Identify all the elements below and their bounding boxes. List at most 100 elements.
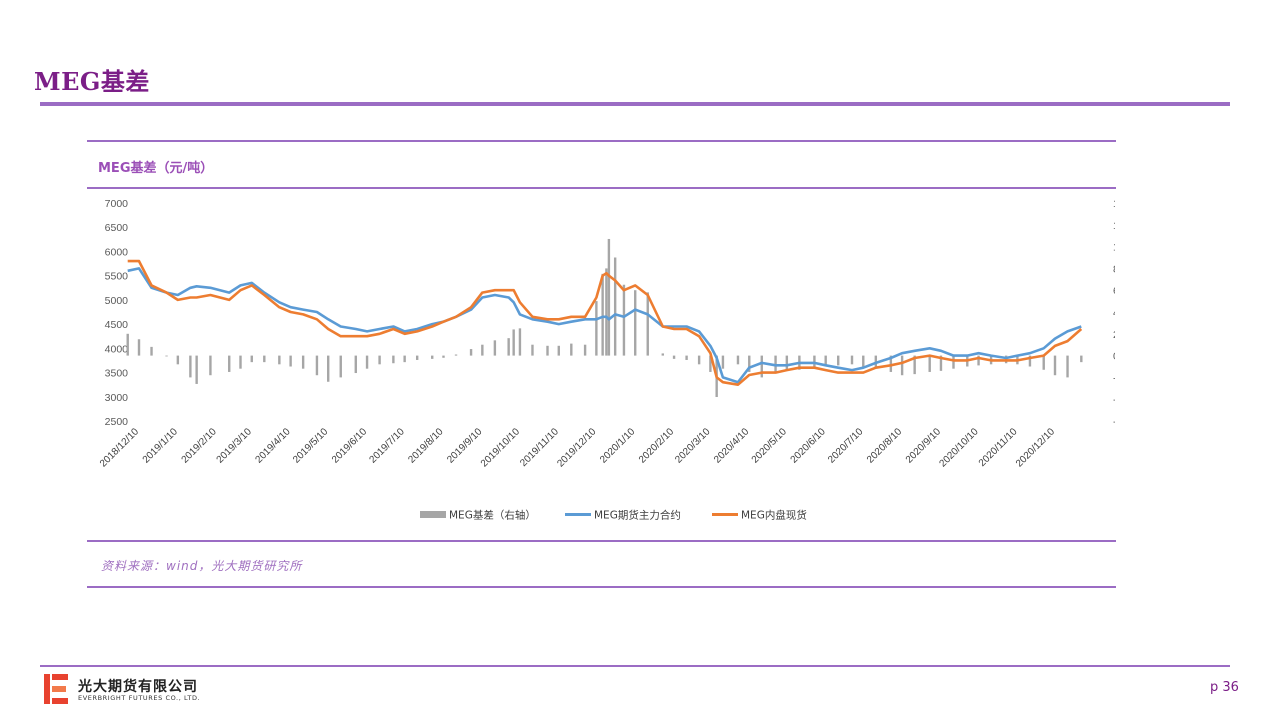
x-tick-label: 2019/7/10 (368, 426, 408, 466)
x-tick-label: 2020/4/10 (712, 426, 752, 466)
basis-bar (913, 355, 916, 375)
x-tick-label: 2020/7/10 (826, 426, 866, 466)
left-tick-label: 6000 (105, 246, 129, 258)
chart-title-rule (87, 187, 1116, 189)
basis-bar (952, 355, 955, 369)
basis-bar (431, 355, 434, 359)
x-tick-label: 2018/12/10 (98, 426, 141, 469)
left-tick-label: 4000 (105, 343, 129, 355)
spot-line (127, 259, 1083, 386)
basis-bar (889, 355, 893, 372)
basis-bar (661, 353, 664, 356)
basis-bar (977, 355, 980, 366)
x-tick-label: 2020/3/10 (673, 426, 713, 466)
x-tick-label: 2019/9/10 (445, 426, 485, 466)
x-tick-label: 2020/1/10 (598, 426, 638, 466)
x-tick-label: 2019/6/10 (330, 426, 370, 466)
right-axis-ticks: -600 -400 -200 0 200 400 600 800 1000 1200 1400 (1113, 198, 1115, 428)
basis-bar (760, 355, 763, 378)
right-tick-label: -200 (1113, 372, 1115, 384)
right-tick-label: 200 (1113, 329, 1115, 341)
basis-bar (239, 355, 242, 369)
left-tick-label: 6500 (105, 222, 129, 234)
futures-line (127, 267, 1082, 384)
x-tick-label: 2020/6/10 (789, 426, 829, 466)
basis-bar (1042, 355, 1045, 370)
chart-title: MEG基差（元/吨） (98, 161, 214, 176)
basis-bar (613, 257, 617, 356)
basis-bar (837, 355, 840, 366)
basis-bar (557, 345, 560, 356)
basis-bar (195, 355, 198, 384)
basis-bar (672, 355, 676, 359)
basis-bar (595, 301, 598, 356)
basis-bar (228, 355, 231, 372)
company-name-en: EVERBRIGHT FUTURES CO., LTD. (78, 694, 201, 702)
basis-bar (546, 345, 549, 356)
basis-bar (685, 355, 688, 360)
title-divider (40, 102, 1230, 106)
basis-bar (250, 355, 253, 363)
basis-bar (378, 355, 381, 365)
left-tick-label: 2500 (105, 416, 129, 428)
x-tick-label: 2020/12/10 (1014, 426, 1057, 469)
right-tick-label: 0 (1113, 351, 1115, 363)
x-tick-label: 2019/10/10 (479, 426, 522, 469)
x-tick-label: 2020/5/10 (750, 426, 790, 466)
x-tick-label: 2020/2/10 (637, 426, 677, 466)
basis-bar (928, 355, 931, 372)
basis-bar (263, 355, 266, 363)
price-lines (127, 259, 1083, 386)
basis-bar (736, 355, 740, 365)
basis-bar (454, 354, 458, 356)
basis-bar (442, 355, 445, 358)
x-tick-label: 2020/10/10 (938, 426, 981, 469)
left-tick-label: 5500 (105, 271, 129, 283)
basis-bar (605, 268, 608, 356)
basis-bar (622, 284, 626, 356)
basis-bar (150, 346, 153, 356)
chart-frame-top-rule (87, 140, 1116, 142)
page-title: MEG基差 (34, 67, 150, 96)
basis-bar (531, 344, 534, 356)
basis-bar (165, 355, 168, 357)
left-tick-label: 7000 (105, 198, 129, 210)
right-tick-label: 1400 (1113, 198, 1115, 210)
right-tick-label: -400 (1113, 394, 1115, 406)
basis-bar (278, 355, 281, 365)
company-name-cn: 光大期货有限公司 (78, 679, 198, 695)
legend-label: MEG基差（右轴） (449, 509, 536, 522)
basis-bar (1080, 355, 1083, 363)
basis-bar (415, 355, 419, 360)
x-tick-label: 2019/4/10 (253, 426, 293, 466)
basis-bar (697, 355, 701, 365)
left-tick-label: 3500 (105, 368, 129, 380)
basis-bar (365, 355, 369, 369)
right-tick-label: 1200 (1113, 220, 1115, 232)
basis-bar (507, 338, 510, 356)
basis-bar (493, 340, 497, 356)
basis-bar (481, 344, 484, 356)
basis-bar (813, 355, 816, 368)
page-number: p 36 (1210, 680, 1239, 695)
basis-bar (824, 355, 827, 367)
basis-bar (137, 339, 141, 356)
right-tick-label: 400 (1113, 307, 1115, 319)
basis-bar (570, 343, 573, 356)
basis-bar (607, 238, 611, 356)
legend-swatch-bar (420, 511, 446, 518)
basis-bar (900, 355, 904, 376)
basis-bar (301, 355, 305, 369)
basis-bar (403, 355, 406, 363)
basis-bar (709, 355, 712, 372)
meg-basis-chart: 2500300035004000450050005500600065007000… (98, 198, 1115, 522)
basis-bar (126, 333, 129, 356)
left-axis-ticks: 2500 3000 3500 4000 4500 5000 5500 6000 6500 7000 (105, 198, 129, 428)
basis-bar (721, 355, 725, 369)
footer-divider (40, 665, 1230, 667)
basis-bar (601, 273, 604, 356)
basis-bar (634, 290, 637, 356)
basis-bar (1028, 355, 1032, 367)
left-tick-label: 3000 (105, 392, 129, 404)
